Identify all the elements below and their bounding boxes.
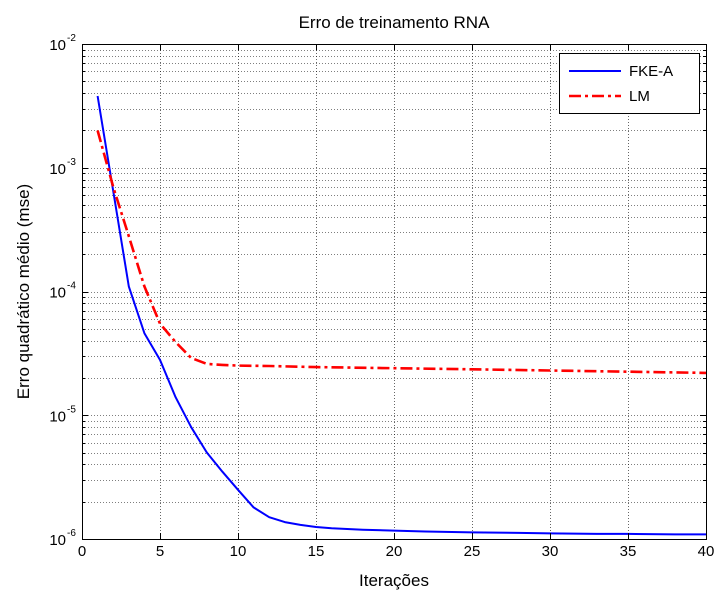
- y-tick-label-exponent: -3: [67, 157, 76, 168]
- x-axis-title: Iterações: [359, 571, 429, 590]
- y-tick-label-base: 10: [49, 532, 66, 549]
- ticks: [82, 44, 707, 540]
- y-tick-label-base: 10: [49, 408, 66, 425]
- grid: [82, 44, 706, 539]
- legend-label: LM: [629, 88, 650, 105]
- y-tick-label-exponent: -6: [67, 528, 76, 539]
- series-line-fke-a: [96, 95, 706, 536]
- y-tick-label: 10 -4: [49, 281, 76, 302]
- y-tick-label: 10 -5: [49, 404, 76, 425]
- x-tick-labels: 0 5 10 15 20 25 30 35 40: [78, 543, 715, 560]
- y-tick-label-exponent: -4: [67, 281, 76, 292]
- legend-box: [559, 53, 700, 114]
- legend-label: FKE-A: [629, 63, 673, 80]
- x-tick-label: 30: [542, 543, 559, 560]
- x-tick-label: 25: [464, 543, 481, 560]
- y-tick-label-base: 10: [49, 37, 66, 54]
- x-tick-label: 20: [386, 543, 403, 560]
- x-tick-label: 40: [698, 543, 715, 560]
- y-tick-label: 10 -3: [49, 157, 76, 178]
- series-line-lm: [96, 130, 707, 375]
- x-tick-label: 15: [308, 543, 325, 560]
- legend: FKE-A LM: [559, 53, 700, 114]
- x-tick-label: 35: [620, 543, 637, 560]
- plot-area: [82, 44, 706, 539]
- x-tick-label: 10: [230, 543, 247, 560]
- x-tick-label: 0: [78, 543, 86, 560]
- y-axis-title: Erro quadrático médio (mse): [14, 184, 33, 399]
- y-tick-label-base: 10: [49, 161, 66, 178]
- x-tick-label: 5: [156, 543, 164, 560]
- y-tick-label: 10 -6: [49, 528, 76, 549]
- series-group: [96, 95, 707, 536]
- y-tick-label: 10 -2: [49, 33, 76, 54]
- y-tick-label-base: 10: [49, 285, 66, 302]
- y-tick-label-exponent: -5: [67, 404, 76, 415]
- y-tick-labels: 10-610-510-410-310-2: [49, 33, 76, 549]
- chart-title: Erro de treinamento RNA: [299, 13, 491, 32]
- y-tick-label-exponent: -2: [67, 33, 76, 44]
